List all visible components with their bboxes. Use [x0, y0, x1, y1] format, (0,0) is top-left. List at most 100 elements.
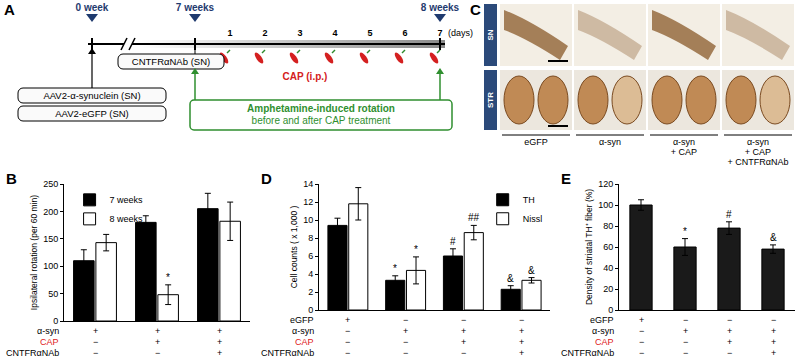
svg-text:AAV2-eGFP (SN): AAV2-eGFP (SN) — [55, 108, 129, 119]
svg-text:40: 40 — [603, 263, 613, 273]
svg-text:0: 0 — [308, 305, 313, 315]
svg-text:−: − — [727, 348, 732, 358]
svg-text:120: 120 — [598, 179, 613, 189]
svg-text:−: − — [683, 315, 688, 325]
svg-text:7 weeks: 7 weeks — [176, 2, 215, 13]
svg-text:−: − — [93, 348, 98, 358]
svg-text:#: # — [450, 236, 456, 247]
svg-text:Ipsilateral rotation (per 60 m: Ipsilateral rotation (per 60 min) — [29, 195, 39, 310]
svg-text:+: + — [345, 315, 350, 325]
svg-text:CNTFRαNAb (SN): CNTFRαNAb (SN) — [132, 56, 210, 67]
svg-text:+ CNTFRαNAb: + CNTFRαNAb — [728, 157, 789, 167]
svg-text:7 weeks: 7 weeks — [110, 195, 144, 205]
svg-text:Density of striatal TH⁺ fiber: Density of striatal TH⁺ fiber (%) — [584, 189, 594, 305]
svg-text:*: * — [393, 263, 397, 274]
svg-text:STR: STR — [486, 92, 495, 108]
svg-text:50: 50 — [48, 289, 58, 299]
svg-text:&: & — [528, 265, 535, 276]
svg-text:2: 2 — [262, 28, 267, 38]
svg-text:4: 4 — [332, 28, 337, 38]
svg-text:14: 14 — [303, 179, 313, 189]
svg-text:−: − — [403, 337, 408, 347]
svg-text:250: 250 — [43, 179, 58, 189]
svg-text:+: + — [461, 337, 466, 347]
svg-text:100: 100 — [598, 200, 613, 210]
svg-text:+: + — [683, 326, 688, 336]
svg-text:3: 3 — [297, 28, 302, 38]
svg-text:+: + — [771, 348, 776, 358]
svg-text:α-syn: α-syn — [292, 326, 314, 336]
svg-text:10: 10 — [303, 215, 313, 225]
svg-text:*: * — [166, 272, 170, 283]
svg-text:&: & — [770, 232, 777, 243]
svg-text:7: 7 — [437, 28, 442, 38]
svg-text:−: − — [683, 348, 688, 358]
svg-text:−: − — [727, 315, 732, 325]
svg-text:100: 100 — [43, 261, 58, 271]
svg-text:Amphetamine-induced rotation: Amphetamine-induced rotation — [247, 103, 395, 114]
svg-text:150: 150 — [43, 234, 58, 244]
svg-text:12: 12 — [303, 197, 313, 207]
svg-text:E: E — [561, 170, 571, 187]
svg-text:20: 20 — [603, 284, 613, 294]
svg-text:+: + — [771, 337, 776, 347]
svg-text:eGFP: eGFP — [290, 315, 314, 325]
svg-text:200: 200 — [43, 207, 58, 217]
svg-text:α-syn: α-syn — [747, 137, 769, 147]
svg-text:α-syn: α-syn — [599, 137, 621, 147]
svg-text:−: − — [683, 337, 688, 347]
svg-text:+: + — [461, 326, 466, 336]
svg-text:SN: SN — [486, 29, 495, 40]
svg-text:+: + — [217, 326, 222, 336]
svg-text:0: 0 — [608, 305, 613, 315]
svg-text:5: 5 — [367, 28, 372, 38]
svg-text:6: 6 — [402, 28, 407, 38]
svg-text:8 weeks: 8 weeks — [421, 2, 460, 13]
svg-text:##: ## — [468, 212, 480, 223]
svg-text:−: − — [771, 315, 776, 325]
svg-text:+: + — [727, 326, 732, 336]
svg-text:CNTFRαNAb: CNTFRαNAb — [261, 348, 314, 358]
svg-text:−: − — [345, 337, 350, 347]
svg-text:D: D — [261, 170, 272, 187]
svg-text:−: − — [461, 315, 466, 325]
svg-text:before and after CAP treatment: before and after CAP treatment — [252, 115, 391, 126]
svg-text:α-syn: α-syn — [592, 326, 614, 336]
svg-text:8: 8 — [308, 233, 313, 243]
svg-text:4: 4 — [308, 269, 313, 279]
svg-text:−: − — [461, 348, 466, 358]
svg-text:TH: TH — [523, 195, 535, 205]
svg-text:*: * — [414, 244, 418, 255]
svg-text:AAV2-α-synuclein (SN): AAV2-α-synuclein (SN) — [43, 90, 140, 101]
svg-text:C: C — [470, 1, 481, 18]
svg-text:+: + — [155, 326, 160, 336]
svg-text:6: 6 — [308, 251, 313, 261]
svg-text:−: − — [519, 315, 524, 325]
svg-text:−: − — [639, 337, 644, 347]
svg-text:(days): (days) — [448, 28, 473, 38]
svg-text:&: & — [507, 273, 514, 284]
svg-text:−: − — [345, 326, 350, 336]
svg-text:+: + — [403, 326, 408, 336]
svg-text:−: − — [155, 348, 160, 358]
svg-text:+: + — [727, 337, 732, 347]
svg-text:−: − — [93, 337, 98, 347]
svg-text:CAP (i.p.): CAP (i.p.) — [283, 71, 328, 82]
svg-text:α-syn: α-syn — [673, 137, 695, 147]
svg-text:CNTFRαNAb: CNTFRαNAb — [561, 348, 614, 358]
svg-text:CAP: CAP — [40, 337, 59, 347]
svg-text:−: − — [639, 348, 644, 358]
svg-text:+: + — [217, 348, 222, 358]
svg-text:60: 60 — [603, 242, 613, 252]
svg-text:#: # — [726, 209, 732, 220]
svg-text:+: + — [155, 337, 160, 347]
svg-text:+: + — [93, 326, 98, 336]
svg-text:Cell counts ( x 1,000 ): Cell counts ( x 1,000 ) — [289, 205, 299, 288]
svg-text:+ CAP: + CAP — [671, 147, 697, 157]
svg-text:eGFP: eGFP — [590, 315, 614, 325]
svg-text:−: − — [403, 348, 408, 358]
svg-text:α-syn: α-syn — [37, 326, 59, 336]
svg-text:+: + — [519, 337, 524, 347]
svg-text:8 weeks: 8 weeks — [110, 214, 144, 224]
svg-text:+ CAP: + CAP — [745, 147, 771, 157]
